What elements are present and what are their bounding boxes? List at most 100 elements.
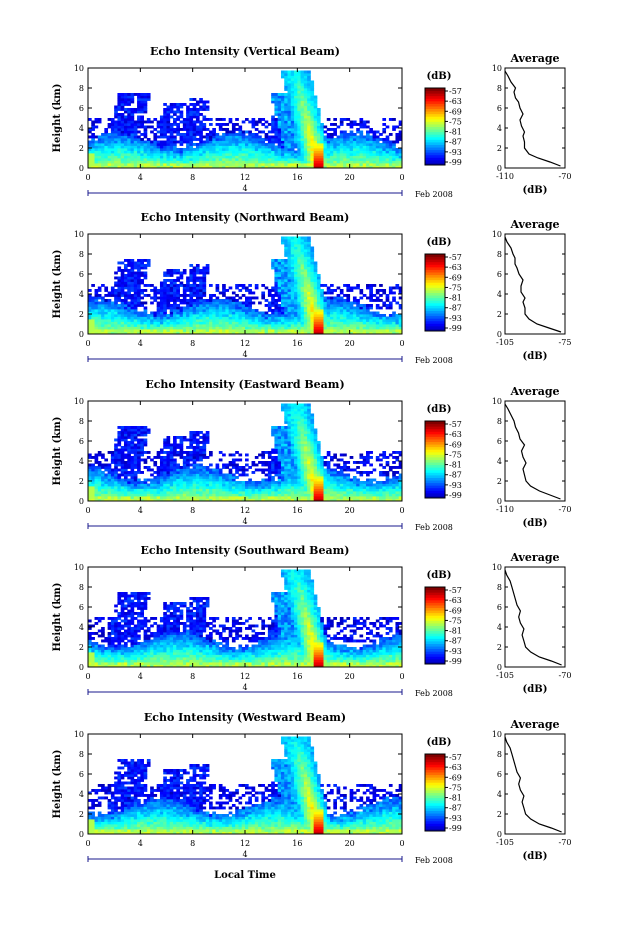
echo-cell [156,306,161,310]
echo-cell [339,319,344,322]
echo-cell [137,143,141,146]
echo-cell [192,158,197,161]
echo-cell [284,264,288,267]
echo-cell [343,329,347,332]
echo-cell [117,463,122,467]
echo-cell [202,329,207,332]
echo-cell [199,269,203,272]
colorbar-segment [425,159,445,163]
echo-cell [166,155,171,159]
echo-cell [137,271,141,275]
echo-cell [271,309,275,312]
echo-cell [310,266,315,270]
echo-cell [235,324,239,327]
echo-cell [156,483,161,487]
echo-cell [123,471,128,474]
echo-cell [356,306,360,310]
echo-cell [173,103,177,106]
echo-cell [388,329,393,332]
echo-cell [241,135,246,139]
echo-cell [274,165,279,169]
echo-cell [251,135,256,139]
echo-cell [120,93,125,96]
echo-cell [189,133,194,136]
echo-cell [209,299,213,302]
echo-cell [313,155,318,159]
echo-cell [91,128,95,131]
echo-cell [189,481,194,484]
echo-cell [205,316,210,320]
echo-cell [248,163,252,166]
echo-cell [130,319,135,322]
echo-cell [372,153,377,156]
echo-cell [110,458,115,462]
echo-cell [284,135,288,139]
echo-cell [222,163,226,166]
echo-cell [271,145,275,149]
echo-cell [150,468,154,472]
echo-cell [369,143,373,146]
echo-cell [392,163,396,166]
echo-cell [274,98,279,101]
echo-cell [303,140,308,144]
echo-cell [215,133,220,136]
echo-cell [271,301,275,305]
echo-cell [326,296,331,300]
echo-cell [366,316,370,320]
echo-cell [143,105,148,109]
echo-cell [297,319,302,322]
colorbar-segment [425,300,445,304]
echo-cell [303,286,308,290]
echo-cell [349,324,354,327]
echo-cell [156,296,161,300]
echo-cell [297,130,302,134]
echo-cell [94,155,99,159]
echo-cell [215,145,220,149]
echo-cell [238,150,243,154]
echo-cell [313,326,318,330]
echo-cell [392,150,396,154]
echo-cell [274,281,279,285]
echo-cell [205,314,210,317]
echo-cell [379,316,383,320]
echo-cell [287,143,292,146]
echo-cell [343,331,347,335]
echo-cell [300,299,305,302]
echo-cell [375,165,380,169]
echo-cell [195,143,200,146]
echo-cell [388,118,393,121]
echo-cell [189,324,194,327]
colorbar-segment [425,98,445,102]
echo-cell [316,291,321,295]
echo-cell [133,438,138,442]
echo-cell [287,304,292,307]
echo-cell [333,304,337,307]
echo-cell [382,301,387,305]
echo-cell [101,160,105,164]
echo-cell [222,301,226,305]
echo-cell [195,145,200,149]
echo-cell [277,128,282,131]
echo-cell [104,143,109,146]
echo-cell [202,160,207,164]
echo-cell [290,83,295,86]
echo-cell [294,279,298,282]
echo-cell [238,143,243,146]
echo-cell [114,458,118,462]
echo-cell [339,324,344,327]
echo-cell [303,249,308,252]
echo-cell [248,309,252,312]
echo-cell [173,493,177,497]
echo-cell [274,93,279,96]
echo-cell [153,331,158,335]
echo-cell [352,299,357,302]
echo-cell [280,103,285,106]
echo-cell [123,473,128,477]
echo-cell [254,326,259,330]
echo-cell [110,331,115,335]
echo-cell [303,276,308,280]
echo-cell [166,436,171,439]
echo-cell [313,165,318,169]
echo-cell [346,163,351,166]
echo-cell [294,294,298,297]
